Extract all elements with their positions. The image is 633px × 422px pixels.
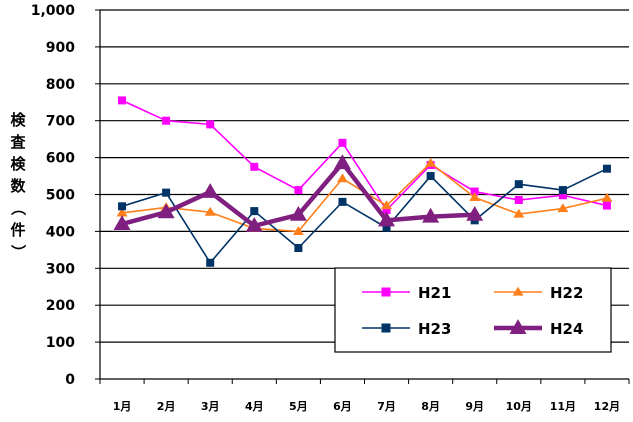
y-axis-label-char: （	[9, 200, 27, 215]
x-tick-label: 12月	[594, 400, 620, 413]
legend-box	[334, 267, 612, 353]
series-h22	[116, 157, 613, 235]
data-point	[602, 201, 611, 210]
y-axis-label-char: 数	[10, 177, 26, 195]
y-tick-label: 1,000	[31, 3, 76, 19]
x-tick-label: 4月	[245, 400, 264, 413]
data-point	[118, 202, 127, 211]
legend-marker	[509, 319, 527, 334]
data-point	[162, 188, 171, 197]
x-tick-label: 2月	[157, 400, 176, 413]
data-point	[289, 205, 307, 221]
x-tick-label: 9月	[465, 400, 484, 413]
y-axis-label-char: ）	[9, 244, 27, 259]
data-point	[206, 120, 215, 129]
y-axis-label-char: 検	[10, 111, 26, 129]
data-point	[558, 191, 567, 200]
x-tick-label: 1月	[113, 400, 132, 413]
data-point	[558, 186, 567, 195]
data-point	[469, 192, 481, 202]
data-point	[113, 215, 131, 231]
y-tick-label: 900	[46, 40, 75, 56]
data-point	[382, 205, 391, 214]
data-point	[514, 196, 523, 205]
data-point	[116, 207, 128, 217]
y-tick-label: 600	[46, 151, 75, 167]
y-tick-label: 700	[46, 114, 75, 130]
data-point	[250, 162, 259, 171]
x-tick-label: 3月	[201, 400, 220, 413]
data-point	[250, 207, 259, 216]
y-tick-label: 800	[46, 77, 75, 93]
x-tick-label: 11月	[550, 400, 576, 413]
legend-item: H23	[362, 320, 451, 338]
legend-label: H21	[418, 284, 451, 302]
legend-label: H24	[550, 320, 583, 338]
y-tick-label: 200	[46, 298, 75, 314]
legend-label: H22	[550, 284, 583, 302]
y-axis-label-char: 検	[10, 155, 26, 173]
legend-item: H24	[494, 319, 583, 338]
data-point	[422, 207, 440, 223]
data-point	[204, 206, 216, 216]
data-point	[292, 226, 304, 235]
legend-marker	[512, 286, 524, 296]
data-point	[294, 244, 303, 253]
series-h21	[118, 96, 611, 214]
legend-label: H23	[418, 320, 451, 338]
data-point	[157, 203, 175, 219]
data-point	[333, 154, 351, 170]
x-tick-label: 7月	[377, 400, 396, 413]
data-point	[470, 187, 479, 196]
data-point	[378, 211, 396, 227]
data-point	[425, 157, 437, 167]
data-point	[602, 164, 611, 173]
data-point	[466, 205, 484, 221]
y-tick-label: 500	[46, 188, 75, 204]
data-point	[118, 96, 127, 105]
y-tick-label: 400	[46, 224, 75, 240]
y-tick-label: 0	[65, 372, 75, 388]
data-point	[514, 180, 523, 189]
data-point	[338, 197, 347, 206]
series-h24	[113, 154, 484, 232]
data-point	[245, 217, 263, 232]
y-axis-label-char: 査	[10, 133, 26, 151]
data-point	[201, 183, 219, 198]
x-tick-label: 5月	[289, 400, 308, 413]
data-point	[426, 172, 435, 181]
x-tick-labels: 1月 2月 3月 4月 5月 6月 7月 8月 9月 10月 11月 12月	[113, 400, 620, 413]
legend: H21 H22 H23 H24	[334, 267, 612, 353]
y-tick-labels: 0 100 200 300 400 500 600 700 800 900 1,000	[31, 3, 76, 388]
data-point	[338, 138, 347, 147]
data-point	[513, 208, 525, 218]
series-line	[121, 167, 608, 264]
data-point	[382, 223, 391, 232]
axes	[95, 9, 630, 384]
data-point	[601, 192, 613, 202]
data-point	[206, 258, 215, 267]
y-tick-label: 100	[46, 335, 75, 351]
series-h23	[118, 164, 611, 267]
legend-item: H22	[494, 284, 583, 302]
x-tick-label: 10月	[506, 400, 532, 413]
data-point	[162, 116, 171, 125]
x-tick-label: 8月	[421, 400, 440, 413]
data-point	[294, 186, 303, 195]
legend-marker	[381, 287, 391, 297]
y-tick-label: 300	[46, 261, 75, 277]
series-line	[121, 99, 608, 211]
data-point	[381, 200, 393, 210]
data-point	[557, 203, 569, 213]
x-tick-label: 6月	[333, 400, 352, 413]
legend-marker	[381, 323, 391, 333]
y-axis-label-char: 件	[10, 221, 25, 239]
series	[113, 96, 613, 267]
legend-item: H21	[362, 284, 451, 302]
data-point	[336, 173, 348, 183]
